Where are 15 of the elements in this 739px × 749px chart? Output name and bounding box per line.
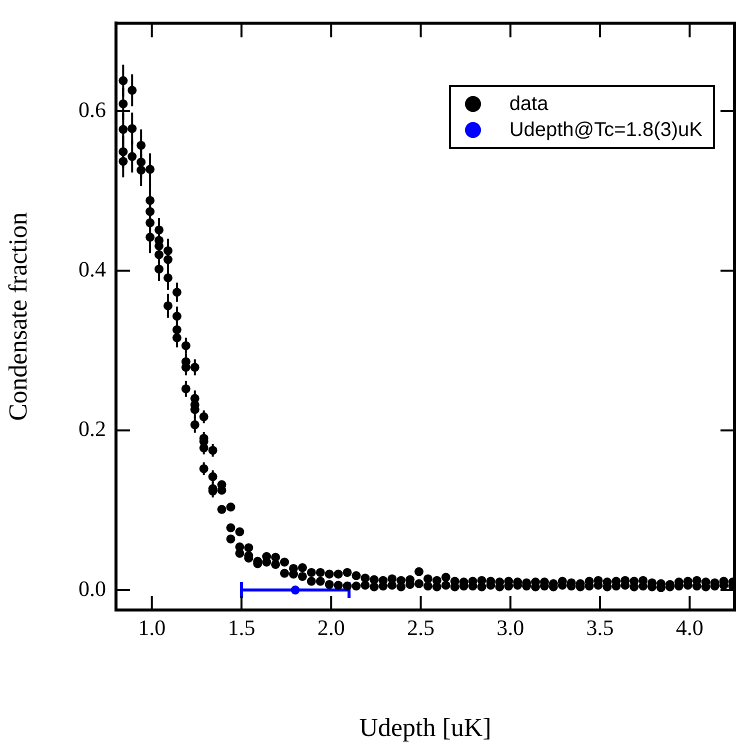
legend-label: data [509,92,548,116]
y-tick-label: 0.2 [78,416,106,442]
x-tick-label: 4.0 [676,614,704,640]
x-tick-label: 2.5 [407,614,435,640]
y-tick-label: 0.6 [78,96,106,122]
x-tick-label: 1.0 [138,614,166,640]
y-tick-label: 0.4 [78,256,106,282]
y-tick-label: 0.0 [78,576,106,601]
y-axis-title: Condensate fraction [3,212,32,421]
x-tick-label: 1.5 [228,614,256,640]
x-tick-label: 2.0 [317,614,345,640]
x-tick-label: 3.5 [586,614,614,640]
x-axis-title: Udepth [uK] [359,713,492,742]
x-tick-label: 3.0 [496,614,524,640]
legend-label: Udepth@Tc=1.8(3)uK [509,118,702,142]
